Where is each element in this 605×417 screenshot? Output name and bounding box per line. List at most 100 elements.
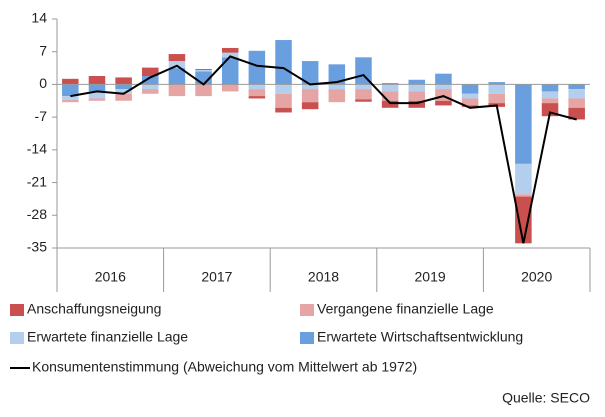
bar-segment bbox=[461, 98, 479, 106]
bar-segment bbox=[408, 84, 426, 92]
bar-segment bbox=[142, 67, 159, 77]
bar-segment bbox=[248, 50, 266, 85]
legend-label: Erwartete finanzielle Lage bbox=[27, 329, 188, 345]
bar-segment bbox=[168, 84, 186, 97]
bar-segment bbox=[115, 93, 132, 101]
bar-segment bbox=[275, 40, 292, 85]
y-tick-label: -35 bbox=[27, 239, 47, 255]
bar-segment bbox=[381, 91, 399, 101]
bar-segment bbox=[568, 107, 585, 120]
bar-segment bbox=[62, 96, 79, 100]
bar-segment bbox=[142, 89, 159, 94]
bar-segment bbox=[541, 84, 559, 92]
bar-segment bbox=[435, 89, 452, 101]
bar-segment bbox=[355, 57, 372, 85]
bar-segment bbox=[355, 99, 372, 102]
bar-segment bbox=[301, 84, 319, 90]
bar-segment bbox=[195, 84, 212, 97]
bar-segment bbox=[435, 100, 452, 106]
bar-segment bbox=[88, 91, 106, 99]
legend-swatch bbox=[10, 304, 24, 316]
y-tick-label: -28 bbox=[27, 206, 47, 222]
bar-segment bbox=[115, 77, 132, 85]
bar-segment bbox=[408, 91, 426, 101]
legend-label: Erwartete Wirtschaftsentwicklung bbox=[317, 329, 523, 345]
bar-segment bbox=[408, 100, 426, 108]
bar-segment bbox=[488, 84, 505, 94]
y-tick-label: -7 bbox=[35, 108, 48, 124]
bar-segment bbox=[248, 84, 266, 90]
bar-segment bbox=[381, 100, 399, 108]
bar-segment bbox=[301, 61, 319, 85]
y-tick-label: -21 bbox=[27, 173, 47, 189]
bar-segment bbox=[168, 54, 186, 62]
bar-segment bbox=[381, 84, 399, 92]
bar-segment bbox=[275, 93, 292, 108]
bar-segment bbox=[142, 84, 159, 90]
bar-segment bbox=[488, 93, 505, 104]
legend-label: Anschaffungsneigung bbox=[27, 301, 161, 317]
bar-segment bbox=[328, 89, 346, 103]
bar-segment bbox=[408, 79, 426, 85]
bar-segment bbox=[275, 84, 292, 94]
legend-swatch bbox=[10, 332, 24, 344]
bar-segment bbox=[221, 47, 239, 53]
bar-segment bbox=[461, 105, 479, 107]
y-tick-label: 14 bbox=[31, 10, 47, 26]
bar-segment bbox=[461, 84, 479, 94]
bar-segment bbox=[62, 84, 79, 97]
legend-label: Konsumentenstimmung (Abweichung vom Mitt… bbox=[32, 359, 417, 375]
bar-segment bbox=[355, 89, 372, 100]
bar-segment bbox=[328, 64, 346, 85]
bar-segment bbox=[195, 69, 212, 72]
bar-segment bbox=[381, 83, 399, 85]
bar-segment bbox=[301, 89, 319, 103]
legend-label: Vergangene finanzielle Lage bbox=[317, 301, 494, 317]
bar-segment bbox=[435, 73, 452, 85]
bar-segment bbox=[168, 61, 186, 69]
bar-segment bbox=[62, 78, 79, 85]
legend-swatch bbox=[300, 332, 314, 344]
bar-segment bbox=[88, 76, 106, 85]
bar-segment bbox=[568, 84, 585, 90]
bar-segment bbox=[461, 93, 479, 99]
bar-segment bbox=[88, 98, 106, 101]
line bbox=[70, 55, 577, 244]
x-group-label: 2020 bbox=[521, 269, 552, 285]
bar-segment bbox=[568, 98, 585, 108]
source: Quelle: SECO bbox=[502, 390, 590, 406]
bar-segment bbox=[275, 107, 292, 113]
bar-segment bbox=[515, 196, 532, 244]
bar-segment bbox=[88, 84, 106, 92]
x-group-label: 2016 bbox=[95, 269, 126, 285]
bar-segment bbox=[568, 89, 585, 99]
bar-segment bbox=[221, 84, 239, 92]
bar-segment bbox=[328, 84, 346, 90]
bar-segment bbox=[301, 102, 319, 110]
bar-segment bbox=[248, 89, 266, 97]
bar-segment bbox=[488, 82, 505, 85]
x-group-label: 2019 bbox=[415, 269, 446, 285]
bar-segment bbox=[248, 96, 266, 99]
bar-segment bbox=[221, 52, 239, 58]
bar-segment bbox=[195, 69, 212, 70]
x-group-label: 2017 bbox=[201, 269, 232, 285]
bar-segment bbox=[221, 57, 239, 85]
bar-segment bbox=[168, 68, 186, 85]
bar-segment bbox=[515, 163, 532, 195]
bar-segment bbox=[541, 98, 559, 104]
x-group-label: 2018 bbox=[308, 269, 339, 285]
y-tick-label: 0 bbox=[39, 75, 47, 91]
bar-segment bbox=[62, 99, 79, 103]
bar-segment bbox=[142, 76, 159, 85]
bar-segment bbox=[515, 194, 532, 197]
bar-segment bbox=[541, 91, 559, 99]
bar-segment bbox=[435, 84, 452, 90]
bar-segment bbox=[115, 89, 132, 94]
y-tick-label: -14 bbox=[27, 141, 47, 157]
legend-swatch bbox=[300, 304, 314, 316]
y-tick-label: 7 bbox=[39, 42, 47, 58]
bar-segment bbox=[355, 84, 372, 90]
bar-segment bbox=[515, 84, 532, 164]
